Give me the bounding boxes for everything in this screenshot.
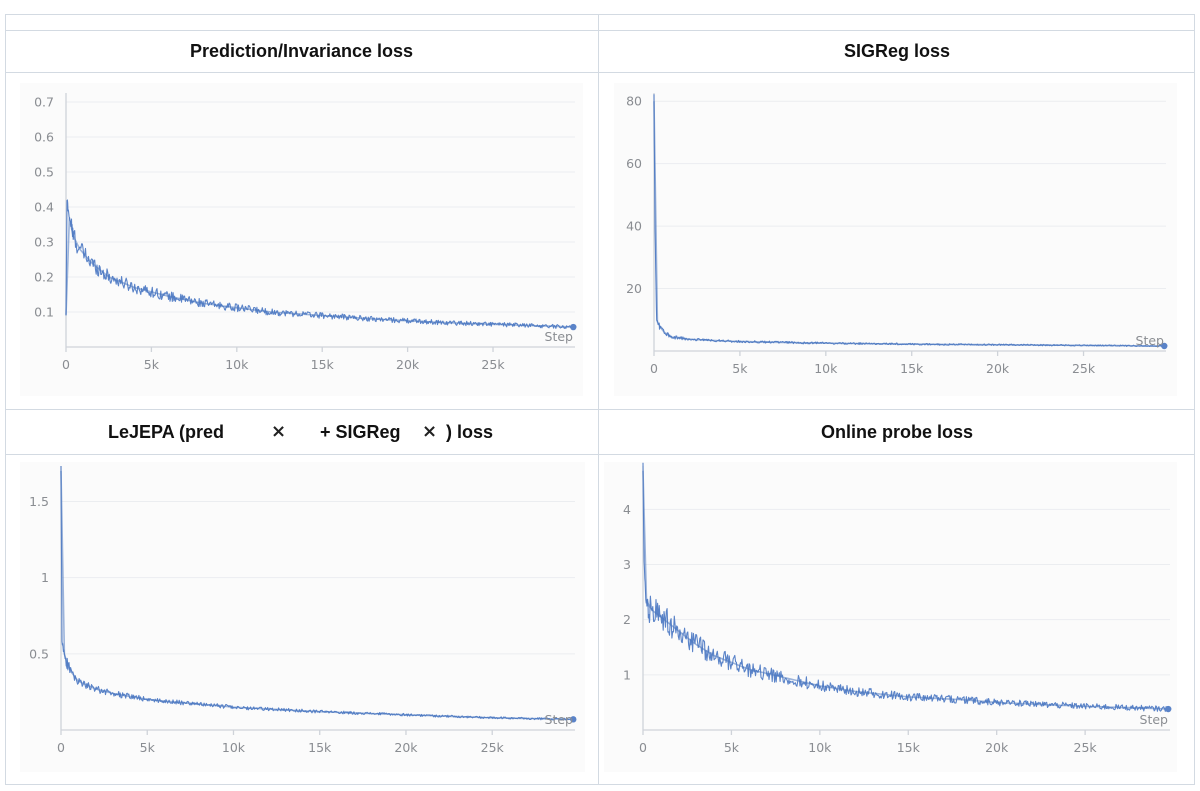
y-tick-label: 40 <box>626 219 642 234</box>
chart-grid-frame <box>5 14 1195 785</box>
y-tick-label: 1 <box>623 667 631 682</box>
chart-title-prediction-loss: Prediction/Invariance loss <box>189 41 414 61</box>
series-smoothed-line <box>642 470 1167 710</box>
lejepa-title-multiplier-2: × <box>422 421 438 442</box>
x-tick-label: 20k <box>396 357 420 372</box>
x-tick-label: 15k <box>308 740 332 755</box>
y-tick-label: 0.7 <box>34 95 54 110</box>
x-tick-label: 0 <box>650 361 658 376</box>
series-end-point <box>570 323 577 331</box>
lejepa-title-multiplier-1: × <box>271 421 287 442</box>
x-axis-label: Step <box>545 712 574 727</box>
x-tick-label: 10k <box>225 357 249 372</box>
x-tick-label: 5k <box>732 361 748 376</box>
series-end-point <box>1165 705 1172 713</box>
y-tick-label: 0.6 <box>34 130 54 145</box>
x-tick-label: 25k <box>481 357 505 372</box>
y-tick-label: 80 <box>626 94 642 109</box>
chart-panel-online-probe-loss: 1 2 3 4 0 5k 10k 15k 20k 25k Step <box>604 462 1177 772</box>
y-tick-label: 2 <box>623 612 631 627</box>
row-divider-title2 <box>5 454 1195 455</box>
x-tick-label: 15k <box>311 357 335 372</box>
chart-svg-sigreg-loss: 20 40 60 80 0 5k 10k 15k 20k 25k Step <box>626 93 1168 376</box>
chart-svg-prediction-loss: 0.1 0.2 0.3 0.4 0.5 0.6 0.7 0 5k 10k 15k 20k 25k Step <box>34 93 577 372</box>
y-tick-label: 1.5 <box>29 494 49 509</box>
chart-panel-prediction-loss: 0.1 0.2 0.3 0.4 0.5 0.6 0.7 0 5k 10k 15k 20k 25k Step <box>20 83 583 396</box>
x-tick-label: 15k <box>897 740 921 755</box>
x-axis-label: Step <box>1136 333 1165 348</box>
chart-title-online-probe-loss: Online probe loss <box>820 422 974 442</box>
series-line <box>642 462 1169 712</box>
chart-svg-lejepa-loss: 0.5 1 1.5 0 5k 10k 15k 20k 25k Step <box>29 465 577 755</box>
column-divider <box>598 14 599 785</box>
y-tick-label: 0.5 <box>29 646 49 661</box>
x-tick-label: 0 <box>639 740 647 755</box>
lejepa-title-part-sigreg: + SIGReg <box>320 422 401 442</box>
lejepa-title-part-pred: LeJEPA (pred <box>108 422 225 442</box>
series-end-point <box>570 716 577 723</box>
x-tick-label: 25k <box>481 740 505 755</box>
x-tick-label: 5k <box>144 357 160 372</box>
y-tick-label: 1 <box>41 570 49 585</box>
y-tick-label: 4 <box>623 502 631 517</box>
y-tick-label: 0.3 <box>34 235 54 250</box>
y-tick-label: 0.5 <box>34 165 54 180</box>
series-smoothed-line <box>653 101 1163 347</box>
x-tick-label: 5k <box>140 740 156 755</box>
chart-title-lejepa-loss: LeJEPA (pred × + SIGReg × ) loss <box>5 412 598 452</box>
x-tick-label: 10k <box>222 740 246 755</box>
chart-panel-sigreg-loss: 20 40 60 80 0 5k 10k 15k 20k 25k Step <box>614 83 1177 396</box>
x-axis-label: Step <box>1140 712 1169 727</box>
x-axis-label: Step <box>545 329 574 344</box>
series-line <box>65 199 574 329</box>
row-divider-top <box>5 30 1195 31</box>
row-divider-title1 <box>5 72 1195 73</box>
x-tick-label: 15k <box>900 361 924 376</box>
x-tick-label: 20k <box>985 740 1009 755</box>
row-divider-middle <box>5 409 1195 410</box>
x-tick-label: 20k <box>986 361 1010 376</box>
x-tick-label: 25k <box>1072 361 1096 376</box>
chart-title-sigreg-loss: SIGReg loss <box>843 41 951 61</box>
x-tick-label: 20k <box>394 740 418 755</box>
lejepa-title-part-loss: ) loss <box>446 422 494 442</box>
x-tick-label: 10k <box>808 740 832 755</box>
y-tick-label: 0.2 <box>34 270 54 285</box>
series-end-point <box>1161 342 1168 350</box>
y-tick-label: 0.4 <box>34 200 54 215</box>
x-tick-label: 0 <box>62 357 70 372</box>
y-tick-label: 20 <box>626 281 642 296</box>
x-tick-label: 10k <box>814 361 838 376</box>
series-line <box>653 94 1165 348</box>
series-smoothed-line <box>65 217 572 328</box>
y-tick-label: 3 <box>623 557 631 572</box>
chart-svg-online-probe-loss: 1 2 3 4 0 5k 10k 15k 20k 25k Step <box>623 462 1172 755</box>
x-tick-label: 5k <box>724 740 740 755</box>
y-tick-label: 0.1 <box>34 305 54 320</box>
series-smoothed-line <box>60 470 572 721</box>
x-tick-label: 0 <box>57 740 65 755</box>
x-tick-label: 25k <box>1074 740 1098 755</box>
y-tick-label: 60 <box>626 156 642 171</box>
series-line <box>60 465 573 721</box>
chart-panel-lejepa-loss: 0.5 1 1.5 0 5k 10k 15k 20k 25k Step <box>20 462 585 772</box>
